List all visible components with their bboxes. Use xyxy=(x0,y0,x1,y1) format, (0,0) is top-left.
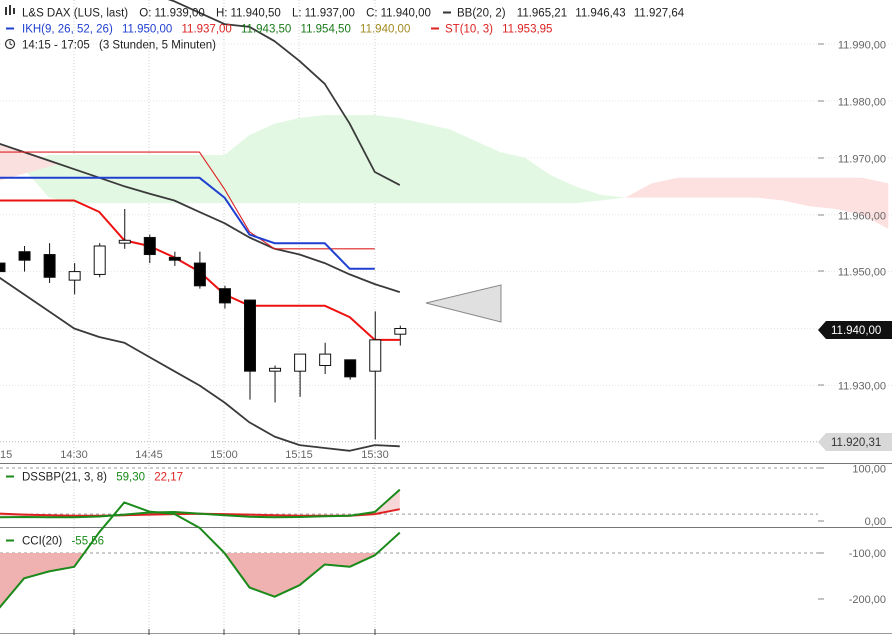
candle-body-down xyxy=(344,359,357,378)
indicator-lines xyxy=(0,0,401,452)
cci-tick: -200,00 xyxy=(849,594,886,606)
time-axis: 15 14:30 14:45 15:00 15:15 15:30 xyxy=(0,449,389,461)
forecast-triangle xyxy=(425,284,502,323)
price-tick: 11.930,00 xyxy=(838,381,886,393)
cci-oversold-fill xyxy=(224,553,378,597)
price-axis: 11.990,00 11.980,00 11.970,00 11.960,00 … xyxy=(838,40,886,393)
st-label: ST(10, 3) xyxy=(445,24,493,36)
cci-oversold-fill xyxy=(0,553,85,608)
svg-text:DSSBP(21, 3, 8) 59,30: DSSBP(21, 3, 8) 59,30 22,17 xyxy=(22,472,183,484)
time-tick: 14:45 xyxy=(135,449,163,461)
svg-text:ST(10, 3) 11.953,95: ST(10, 3) 11.953,95 xyxy=(445,24,552,36)
cloud-bearish-left xyxy=(0,143,60,181)
ikh-tenkan-line xyxy=(0,151,375,250)
range-min-badge: 11.920,31 xyxy=(818,433,892,451)
candle-body-up xyxy=(369,339,382,372)
svg-text:11.940,00: 11.940,00 xyxy=(831,325,881,337)
dssbp-legend: DSSBP(21, 3, 8) 59,30 22,17 xyxy=(6,472,183,484)
candle-body-down xyxy=(218,288,231,304)
chart-type-icon xyxy=(5,5,15,15)
price-tick: 11.960,00 xyxy=(838,211,886,223)
svg-text:IKH(9, 26, 52, 26) 11.95: IKH(9, 26, 52, 26) 11.950,00 11.937,00 1… xyxy=(22,24,410,36)
candles xyxy=(0,209,407,440)
time-interval: (3 Stunden, 5 Minuten) xyxy=(99,40,216,52)
time-tick: 15 xyxy=(0,449,12,461)
svg-text:BB(20, 2) 11.965,21: BB(20, 2) 11.965,21 11.946,43 11.927,64 xyxy=(457,8,685,20)
cloud-bearish xyxy=(625,177,889,229)
price-tick: 11.980,00 xyxy=(838,97,886,109)
legend-row-1: L&S DAX (LUS, last) O: 11.939,00 H: 11.940… xyxy=(5,5,685,20)
time-tick: 15:15 xyxy=(285,449,313,461)
bb-label: BB(20, 2) xyxy=(457,8,506,20)
price-tick: 11.990,00 xyxy=(838,40,886,52)
candle-body-up xyxy=(118,239,131,244)
svg-text:CCI(20) -55,56: CCI(20) -55,56 xyxy=(22,536,104,548)
bb-lower-line xyxy=(0,276,400,452)
svg-text:L&S DAX (LUS, last) O:11: L&S DAX (LUS, last) O: 11.939,00 H: 11.940… xyxy=(22,8,431,20)
candle-body-down xyxy=(43,254,56,278)
time-tick: 15:00 xyxy=(210,449,238,461)
price-tick: 11.950,00 xyxy=(838,267,886,279)
ikh-label: IKH(9, 26, 52, 26) xyxy=(22,24,113,36)
price-tick: 11.970,00 xyxy=(838,154,886,166)
candle-body-down xyxy=(18,251,31,261)
svg-text:11.920,31: 11.920,31 xyxy=(831,437,881,449)
instrument-name: L&S DAX (LUS, last) xyxy=(22,8,128,20)
cci-line xyxy=(0,501,401,609)
time-tick: 15:30 xyxy=(361,449,389,461)
clock-icon xyxy=(4,38,16,50)
bb-middle-line xyxy=(0,142,401,293)
dssbp-tick: 100,00 xyxy=(852,464,886,476)
cci-tick: -100,00 xyxy=(849,548,886,560)
last-price-badge: 11.940,00 xyxy=(818,321,892,339)
candle-body-down xyxy=(168,256,181,261)
time-range: 14:15 - 17:05 xyxy=(22,40,90,52)
candle-body-up xyxy=(269,367,282,372)
candle-body-down xyxy=(244,299,256,372)
cloud-bullish xyxy=(0,115,626,204)
svg-text:14:15 - 17:05 (3 Stunden: 14:15 - 17:05 (3 Stunden, 5 Minuten) xyxy=(22,40,216,52)
candle-body-up xyxy=(319,353,332,366)
dssbp-tick: 0,00 xyxy=(865,516,886,528)
candle-body-up xyxy=(68,271,81,281)
dssbp-main-line xyxy=(0,488,401,519)
dssbp-label: DSSBP(21, 3, 8) xyxy=(22,472,107,484)
candle-body-down xyxy=(193,262,206,287)
candle-body-up xyxy=(394,328,407,335)
candle-body-up xyxy=(294,353,307,372)
legend-row-3: 14:15 - 17:05 (3 Stunden, 5 Minuten) xyxy=(4,38,216,52)
cci-label: CCI(20) xyxy=(22,536,62,548)
ikh-kijun-line xyxy=(0,176,375,270)
candle-body-down xyxy=(0,262,6,273)
dssbp-signal-line xyxy=(0,508,400,517)
candle-body-up xyxy=(93,245,106,275)
sub-indicators xyxy=(0,467,818,609)
legend-row-2: IKH(9, 26, 52, 26) 11.950,00 11.937,00 1… xyxy=(6,24,552,36)
candle-body-down xyxy=(143,236,156,256)
time-tick: 14:30 xyxy=(60,449,88,461)
cci-legend: CCI(20) -55,56 xyxy=(6,536,104,548)
ichimoku-cloud xyxy=(0,115,889,229)
bb-upper-line xyxy=(167,0,401,186)
